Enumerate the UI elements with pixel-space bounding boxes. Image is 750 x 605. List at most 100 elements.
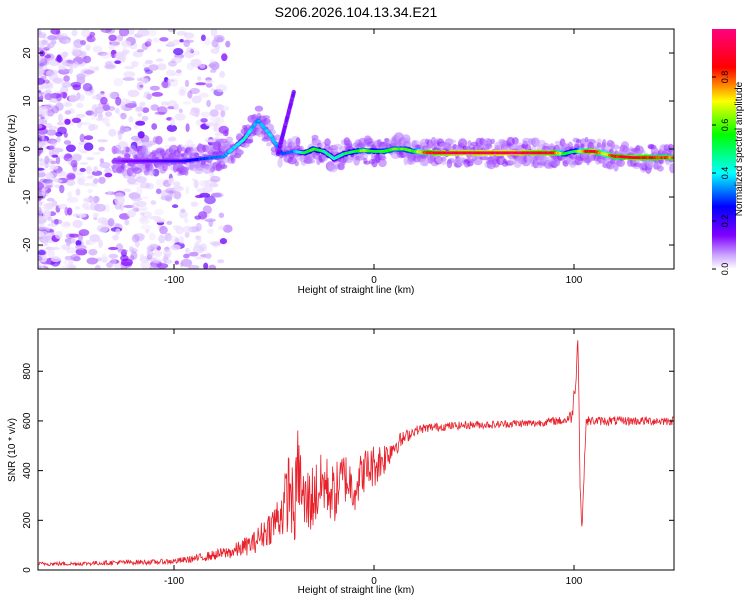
- noise-blob: [38, 29, 42, 35]
- noise-blob: [65, 144, 76, 153]
- noise-blob: [94, 264, 101, 269]
- ridge-halo: [129, 144, 137, 155]
- noise-blob: [85, 110, 95, 116]
- noise-blob: [70, 159, 78, 168]
- noise-blob: [68, 94, 78, 103]
- noise-blob: [118, 29, 130, 37]
- noise-blob: [200, 111, 211, 118]
- noise-blob: [102, 117, 110, 125]
- noise-blob: [38, 265, 42, 269]
- ridge-halo: [177, 144, 182, 154]
- noise-blob: [124, 219, 130, 226]
- noise-blob: [113, 52, 125, 61]
- noise-blob: [178, 236, 185, 245]
- noise-blob: [120, 112, 127, 120]
- noise-blob: [38, 249, 46, 256]
- noise-blob: [105, 111, 112, 117]
- noise-blob: [82, 83, 93, 92]
- ridge-halo: [143, 170, 150, 176]
- noise-blob: [92, 151, 101, 155]
- noise-blob: [206, 228, 214, 234]
- noise-blob: [199, 63, 206, 69]
- noise-blob: [126, 177, 137, 185]
- noise-blob: [160, 101, 169, 106]
- noise-blob: [68, 233, 80, 238]
- noise-blob: [71, 29, 78, 37]
- noise-blob: [135, 207, 140, 212]
- noise-blob: [172, 39, 180, 46]
- noise-blob: [71, 117, 82, 124]
- noise-blob: [130, 248, 138, 253]
- spectrogram-y-label: Frequency (Hz): [7, 115, 18, 184]
- noise-blob: [191, 95, 202, 104]
- noise-blob: [114, 60, 121, 64]
- noise-blob: [149, 243, 159, 249]
- noise-blob: [88, 124, 96, 132]
- noise-blob: [38, 167, 45, 171]
- y-tick-label: 600: [22, 412, 33, 429]
- noise-blob: [179, 88, 185, 95]
- noise-blob: [148, 232, 156, 241]
- ridge-halo: [490, 138, 496, 144]
- noise-blob: [85, 239, 91, 245]
- noise-blob: [155, 188, 162, 195]
- noise-blob: [121, 49, 128, 57]
- y-tick-label: 0: [22, 567, 33, 573]
- noise-blob: [47, 249, 55, 259]
- noise-blob: [78, 213, 87, 218]
- noise-blob: [124, 65, 135, 70]
- noise-blob: [61, 52, 68, 59]
- noise-blob: [43, 103, 55, 110]
- noise-blob: [99, 161, 111, 169]
- noise-blob: [83, 69, 95, 75]
- noise-blob: [50, 29, 61, 35]
- noise-blob: [186, 47, 194, 54]
- noise-blob: [210, 48, 220, 54]
- noise-blob: [64, 118, 71, 125]
- noise-blob: [214, 104, 224, 111]
- noise-blob: [154, 208, 164, 216]
- colorbar-gradient: [712, 29, 736, 269]
- noise-blob: [61, 81, 72, 88]
- noise-blob: [178, 108, 183, 114]
- noise-blob: [127, 89, 140, 98]
- noise-blob: [173, 186, 184, 192]
- noise-blob: [140, 261, 151, 269]
- noise-blob: [129, 246, 134, 253]
- noise-blob: [165, 259, 173, 264]
- ridge-halo: [586, 138, 596, 145]
- noise-blob: [142, 196, 149, 200]
- noise-blob: [56, 121, 65, 126]
- noise-blob: [183, 39, 191, 48]
- noise-blob: [51, 165, 59, 170]
- noise-blob: [87, 189, 93, 194]
- noise-blob: [210, 29, 218, 37]
- noise-blob: [115, 108, 120, 114]
- noise-blob: [66, 247, 77, 254]
- noise-blob: [150, 200, 157, 205]
- noise-blob: [202, 185, 214, 193]
- noise-blob: [173, 190, 182, 200]
- noise-blob: [154, 111, 166, 115]
- noise-blob: [135, 176, 147, 184]
- ridge-halo: [541, 145, 550, 152]
- noise-blob: [79, 162, 89, 165]
- ridge-halo: [120, 164, 125, 169]
- ridge-halo: [667, 143, 674, 153]
- ridge-halo: [669, 163, 674, 174]
- noise-blob: [110, 257, 117, 267]
- noise-blob: [146, 38, 152, 44]
- colorbar-ticks: 0.0 0.2 0.4 0.6 0.8: [712, 71, 730, 275]
- noise-blob: [204, 79, 214, 84]
- noise-blob: [221, 53, 228, 62]
- noise-blob: [115, 228, 121, 235]
- noise-blob: [93, 166, 98, 173]
- noise-blob: [89, 234, 101, 243]
- noise-blob: [148, 64, 159, 71]
- noise-blob: [130, 60, 139, 68]
- noise-blob: [184, 79, 190, 88]
- ridge-halo: [379, 155, 387, 161]
- noise-blob: [190, 143, 196, 148]
- noise-blob: [77, 50, 87, 58]
- noise-blob: [114, 196, 126, 205]
